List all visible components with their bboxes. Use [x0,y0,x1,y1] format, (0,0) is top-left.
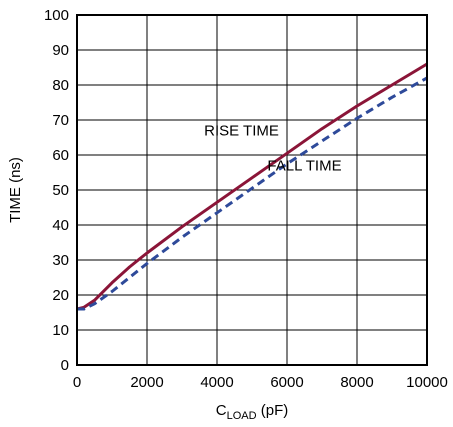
y-tick-label: 30 [52,252,69,269]
y-tick-label: 70 [52,112,69,129]
x-tick-label: 0 [73,374,81,391]
y-tick-label: 10 [52,322,69,339]
y-tick-label: 80 [52,77,69,94]
y-tick-label: 40 [52,217,69,234]
x-tick-labels: 0 2000 4000 6000 8000 10000 [73,374,448,391]
y-tick-label: 20 [52,287,69,304]
x-tick-label: 2000 [130,374,163,391]
x-tick-label: 6000 [270,374,303,391]
y-tick-label: 90 [52,42,69,59]
fall-time-line [77,76,428,311]
x-tick-label: 10000 [406,374,448,391]
rise-time-line [76,62,428,311]
x-axis-label-main: C [216,402,227,419]
y-axis-label: TIME (ns) [7,157,24,223]
x-axis-label-unit: (pF) [257,402,289,419]
fall-time-label: FALL TIME [267,157,341,174]
x-axis-label: CLOAD (pF) [216,402,288,422]
plot-frame [76,14,428,366]
y-tick-labels: 0 10 20 30 40 50 60 70 80 90 100 [44,7,69,374]
x-tick-label: 4000 [200,374,233,391]
y-tick-label: 0 [61,357,69,374]
x-tick-label: 8000 [340,374,373,391]
y-tick-label: 50 [52,182,69,199]
series-layer [76,62,428,311]
annotations: RISE TIME FALL TIME [204,122,341,174]
y-tick-label: 60 [52,147,69,164]
x-axis-label-subscript: LOAD [227,410,257,422]
rise-time-label: RISE TIME [204,122,279,139]
y-tick-label: 100 [44,7,69,24]
